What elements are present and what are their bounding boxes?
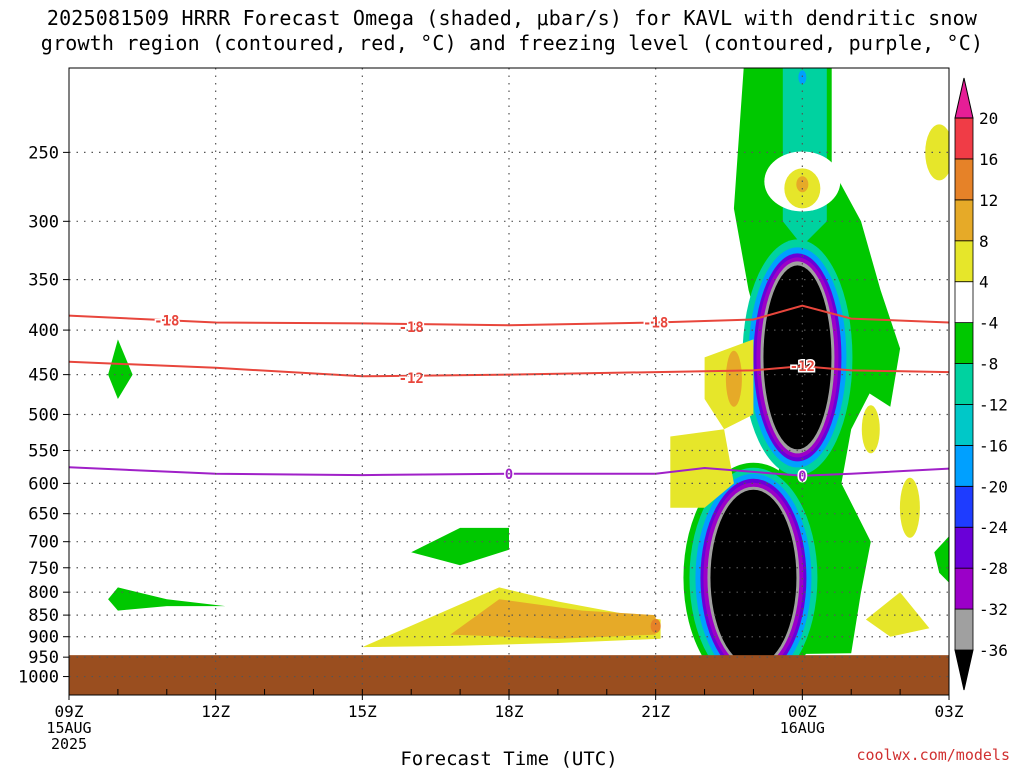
x-tick-label-6: 03Z [935, 702, 964, 721]
x-tick-sublabel-0-0: 15AUG [46, 719, 91, 737]
x-tick-label-1: 12Z [201, 702, 230, 721]
colorbar-label-7: -8 [979, 355, 998, 374]
credit-text: coolwx.com/models [856, 746, 1010, 764]
x-tick-sublabel-5-0: 16AUG [780, 719, 825, 737]
colorbar-cell-3 [954, 526, 974, 569]
colorbar-label-2: -28 [979, 559, 1008, 578]
omega-region-blue-top [798, 70, 807, 85]
gridlines [69, 68, 949, 695]
colorbar-cell-14 [954, 77, 974, 119]
y-tick-label-13: 900 [28, 628, 59, 648]
omega-region-orange2-low [650, 619, 661, 634]
contour-label-0: -18 [154, 314, 179, 330]
colorbar-cell-9 [954, 281, 974, 324]
contour-1 [69, 360, 949, 378]
x-tick-label-2: 15Z [348, 702, 377, 721]
omega-region-green-left [108, 339, 133, 399]
x-tick-label-5: 00Z [788, 702, 817, 721]
y-tick-label-9: 700 [28, 533, 59, 553]
colorbar-label-8: -4 [979, 314, 998, 333]
colorbar-cell-10 [954, 240, 974, 283]
colorbar-label-10: 8 [979, 232, 989, 251]
y-axis: 2503003504004505005506006507007508008509… [18, 143, 69, 688]
colorbar-cell-11 [954, 199, 974, 242]
colorbar-cell-5 [954, 444, 974, 487]
y-tick-label-5: 500 [28, 405, 59, 425]
y-tick-label-0: 250 [28, 143, 59, 163]
colorbar-cell-1 [954, 608, 974, 651]
omega-region-yellow-right [861, 405, 880, 454]
omega-region-green-lowleft [108, 587, 226, 611]
omega-region-orange-mid [725, 350, 742, 407]
y-tick-label-10: 750 [28, 559, 59, 579]
colorbar-label-13: 20 [979, 109, 998, 128]
contour-label-1: -18 [399, 320, 424, 336]
omega-region-green-mid [411, 527, 509, 566]
omega-region-green-edge [934, 536, 949, 583]
contour-0 [69, 304, 949, 327]
colorbar-cell-4 [954, 485, 974, 528]
contour-label-5: 0 [505, 467, 513, 483]
y-tick-label-2: 350 [28, 271, 59, 291]
y-tick-label-1: 300 [28, 212, 59, 232]
contour-label-3: -12 [399, 371, 424, 387]
x-axis-label: Forecast Time (UTC) [400, 748, 617, 768]
colorbar-label-5: -16 [979, 436, 1008, 455]
omega-region-green-right [851, 310, 901, 407]
title-line-2: growth region (contoured, red, °C) and f… [40, 31, 984, 55]
colorbar-label-4: -20 [979, 477, 1008, 496]
y-tick-label-11: 800 [28, 583, 59, 603]
colorbar-cell-7 [954, 363, 974, 405]
colorbar: -36 -32 -28 -24 -20 -16 -12 -8 -4 4 8 12 16 20 [954, 77, 1008, 691]
x-tick-label-3: 18Z [495, 702, 524, 721]
title-line-1: 2025081509 HRRR Forecast Omega (shaded, … [46, 6, 978, 30]
omega-region-yellow-lower-right [865, 592, 930, 637]
colorbar-label-12: 16 [979, 150, 998, 169]
omega-region-black-upper [763, 265, 832, 450]
y-tick-label-15: 1000 [18, 668, 59, 688]
colorbar-label-11: 12 [979, 191, 998, 210]
omega-region-orange-upper [796, 176, 809, 193]
omega-shading [69, 68, 949, 695]
colorbar-label-6: -12 [979, 395, 1008, 414]
y-tick-label-7: 600 [28, 474, 59, 494]
colorbar-label-1: -32 [979, 600, 1008, 619]
omega-region-orange-low [450, 599, 656, 639]
y-tick-label-14: 950 [28, 648, 59, 668]
colorbar-label-3: -24 [979, 518, 1008, 537]
colorbar-label-9: 4 [979, 273, 989, 292]
y-tick-label-6: 550 [28, 442, 59, 462]
colorbar-cell-2 [954, 567, 974, 610]
contour-label-6: 0 [798, 469, 806, 485]
omega-region-black-lower [710, 489, 797, 666]
chart-title: 2025081509 HRRR Forecast Omega (shaded, … [0, 6, 1024, 56]
x-tick-label-4: 21Z [641, 702, 670, 721]
y-tick-label-3: 400 [28, 321, 59, 341]
colorbar-cell-0 [954, 649, 974, 691]
x-tick-sublabel-0-1: 2025 [51, 735, 87, 753]
y-tick-label-12: 850 [28, 606, 59, 626]
colorbar-cell-13 [954, 117, 974, 160]
omega-region-yellow-far-right [899, 477, 920, 538]
y-tick-label-8: 650 [28, 505, 59, 525]
omega-region-yellow-top-right [925, 124, 949, 181]
colorbar-cell-8 [954, 322, 974, 364]
colorbar-label-0: -36 [979, 641, 1008, 660]
colorbar-cell-12 [954, 158, 974, 201]
y-tick-label-4: 450 [28, 366, 59, 386]
x-tick-label-0: 09Z [55, 702, 84, 721]
contour-label-4: -12 [790, 359, 815, 375]
colorbar-cell-6 [954, 404, 974, 446]
